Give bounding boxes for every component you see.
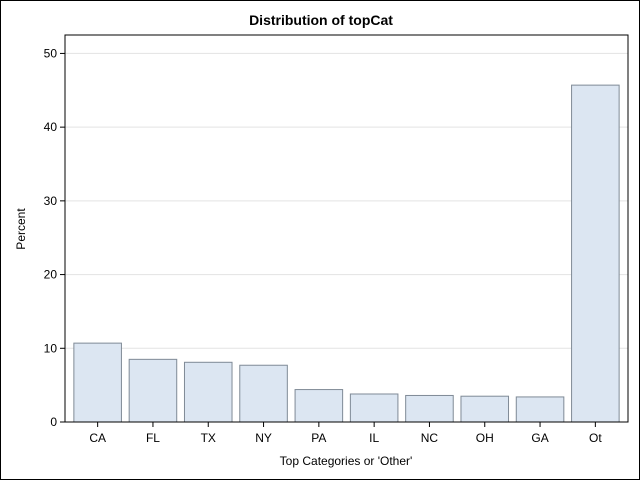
bar-il (349, 393, 399, 423)
y-tick-label: 40 (44, 120, 58, 134)
bar-ot (571, 84, 620, 423)
y-tick-label: 10 (44, 341, 58, 355)
y-tick-label: 0 (50, 415, 57, 429)
bar-oh (460, 395, 510, 423)
x-tick-label: OH (476, 431, 494, 445)
y-tick-label: 30 (44, 194, 58, 208)
y-tick-label: 50 (44, 46, 58, 60)
bar-tx (183, 361, 233, 423)
chart-title: Distribution of topCat (249, 12, 393, 28)
y-tick-label: 20 (44, 268, 58, 282)
x-tick-label: GA (531, 431, 548, 445)
plot-area-border (64, 34, 629, 423)
y-axis: 0 10 20 30 40 50 (44, 46, 65, 429)
x-tick-label: FL (146, 431, 160, 445)
bar-ca (73, 342, 122, 423)
bars (73, 84, 620, 423)
gridlines (65, 52, 628, 349)
x-axis: CA FL TX NY PA IL NC OH GA Ot (89, 422, 602, 445)
y-axis-label: Percent (14, 208, 28, 250)
x-tick-label: CA (89, 431, 106, 445)
bar-pa (294, 389, 344, 423)
x-tick-label: NY (255, 431, 272, 445)
x-axis-label: Top Categories or 'Other' (280, 454, 413, 468)
bar-fl (128, 358, 178, 423)
x-tick-label: TX (201, 431, 216, 445)
bar-nc (405, 394, 454, 423)
x-tick-label: NC (421, 431, 439, 445)
bar-ny (239, 364, 288, 423)
x-tick-label: Ot (589, 431, 602, 445)
x-tick-label: IL (369, 431, 379, 445)
x-tick-label: PA (311, 431, 326, 445)
bar-ga (515, 396, 565, 423)
